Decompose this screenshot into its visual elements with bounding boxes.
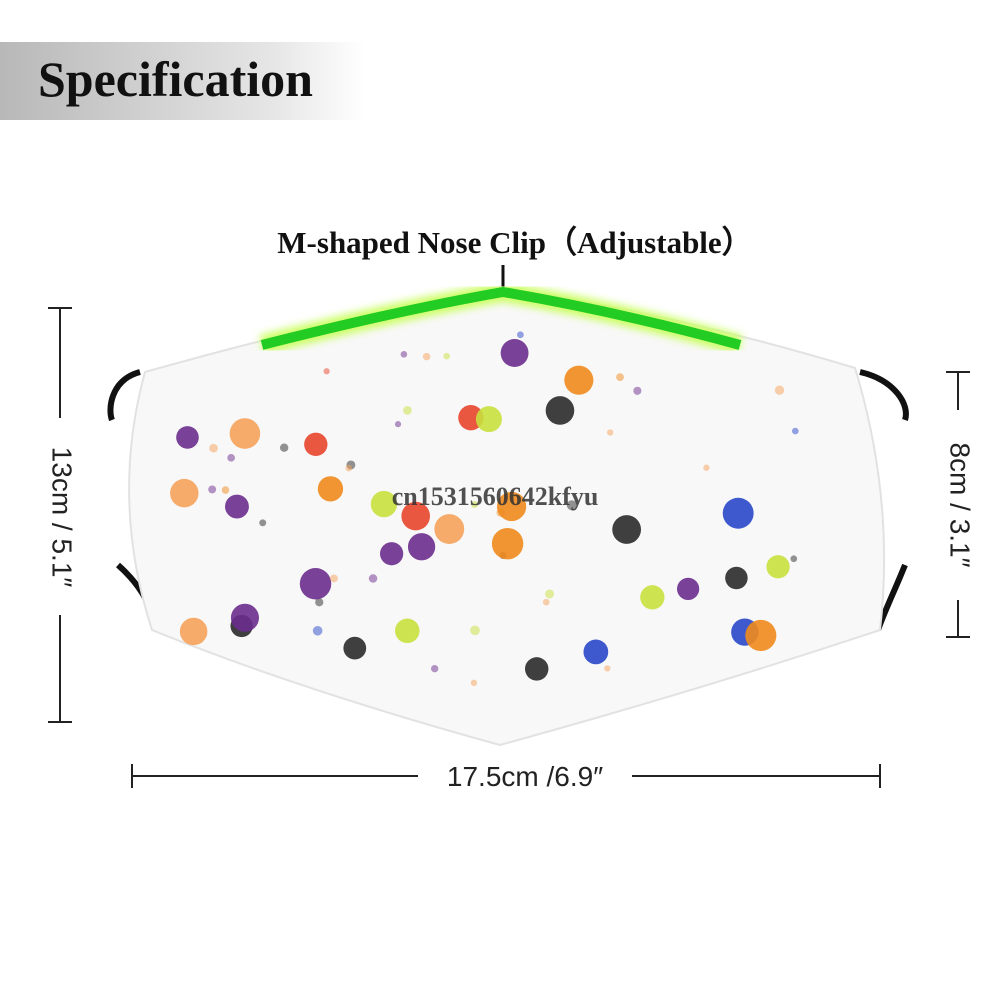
header-title: Specification (38, 51, 313, 107)
fruit-decor (766, 555, 790, 579)
fruit-decor (317, 476, 344, 502)
fruit-decor (471, 501, 478, 508)
fruit-decor (774, 385, 785, 395)
nose-clip (260, 286, 742, 350)
fruit-decor (566, 500, 577, 511)
fruit-decor (400, 351, 408, 358)
fruit-decor (227, 453, 235, 462)
fruit-decor (312, 625, 323, 636)
fruit-decor (791, 427, 799, 435)
fruit-decor (703, 464, 710, 471)
fruit-decor (676, 577, 700, 601)
fruit-decor (790, 555, 798, 563)
fruit-decor (230, 603, 259, 632)
fruit-decor (345, 464, 353, 472)
ear-loop (859, 369, 909, 421)
fruit-decor (430, 665, 439, 673)
fruit-decor (209, 443, 218, 453)
fruit-decor (403, 405, 412, 415)
fruit-decor (394, 421, 402, 428)
fruit-decor (470, 679, 478, 687)
fruit-decor (380, 542, 404, 566)
fruit-decor (407, 533, 436, 561)
fruit-decor (304, 432, 328, 457)
fruit-decor (496, 508, 506, 517)
fruit-decor (500, 339, 529, 367)
fruit-decor (208, 485, 217, 494)
fruit-decor (434, 514, 465, 544)
fruit-decor (395, 618, 420, 644)
fruit-decor (607, 429, 614, 436)
fruit-decor (315, 598, 324, 607)
fruit-decor (745, 619, 777, 652)
fruit-decor (475, 406, 502, 433)
fruit-decor (299, 568, 332, 600)
fruit-decor (583, 639, 609, 665)
fruit-decor (225, 494, 249, 519)
fruit-decor (722, 497, 754, 529)
nose-clip-label: M-shaped Nose Clip（Adjustable） (277, 225, 752, 260)
width-label: 17.5cm /6.9″ (447, 761, 603, 792)
fruit-decor (725, 566, 748, 590)
fruit-decor (229, 418, 261, 449)
fruit-decor (259, 519, 267, 527)
fruit-decor (179, 617, 208, 646)
fruit-decor (470, 625, 480, 636)
fruit-decor (343, 636, 367, 660)
fruit-decor (279, 443, 289, 452)
fruit-decor (545, 589, 555, 599)
fruit-decor (401, 501, 430, 531)
fruit-decor (612, 515, 642, 544)
fruit-decor (368, 574, 378, 583)
fruit-decor (604, 665, 611, 672)
watermark: cn1531560642kfyu (392, 482, 599, 511)
fruit-decor (542, 598, 550, 606)
fruit-decor (616, 373, 624, 382)
fruit-decor (633, 386, 642, 395)
ear-loop (107, 369, 141, 422)
fruit-decor (443, 352, 450, 360)
fruit-decor (176, 426, 199, 449)
fruit-decor (221, 486, 230, 494)
fruit-decor (491, 527, 524, 560)
fruit-decor (640, 585, 665, 610)
fruit-decor (323, 368, 330, 375)
fruit-decor (330, 574, 338, 583)
fruit-decor (170, 478, 199, 508)
header-band (0, 42, 365, 120)
side-height-label: 8cm / 3.1″ (945, 442, 976, 567)
height-label: 13cm / 5.1″ (47, 447, 78, 588)
fruit-decor (370, 490, 398, 518)
fruit-decor (524, 657, 549, 681)
fruit-decor (422, 352, 431, 361)
fruit-pattern (170, 331, 799, 687)
fruit-decor (545, 396, 575, 425)
fruit-decor (564, 365, 594, 395)
fruit-decor (517, 331, 524, 339)
